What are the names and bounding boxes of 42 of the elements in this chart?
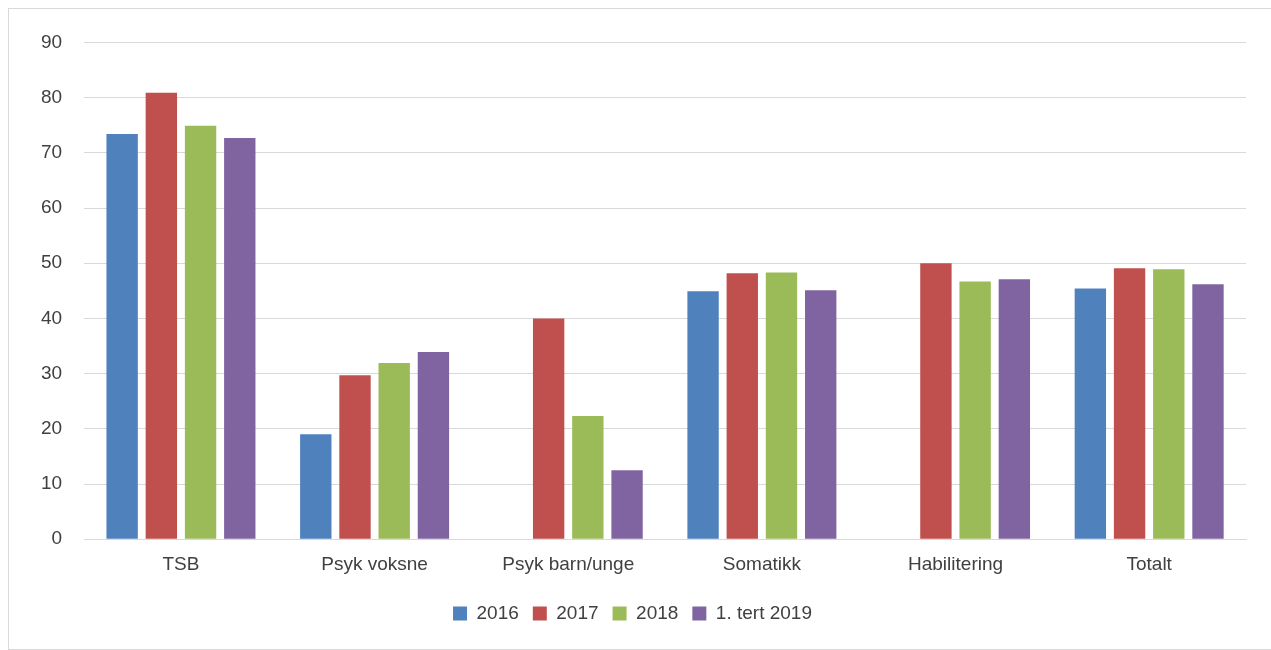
y-tick-label: 90: [40, 30, 63, 52]
x-tick-label: Psyk barn/unge: [502, 552, 635, 574]
bar: [1113, 268, 1146, 539]
x-tick-label: Psyk voksne: [321, 552, 428, 574]
legend-label: 1. tert 2019: [715, 601, 812, 623]
y-tick-label: 10: [40, 472, 63, 494]
bar: [300, 434, 332, 539]
legend-label: 2018: [636, 601, 679, 623]
y-tick-label: 50: [40, 251, 63, 273]
bar: [687, 291, 719, 539]
bar: [998, 279, 1031, 539]
y-tick-label: 0: [51, 527, 63, 549]
bar: [224, 137, 256, 539]
x-tick-label: Habilitering: [908, 552, 1004, 574]
bar: [1192, 284, 1224, 539]
y-tick-label: 40: [40, 306, 63, 328]
bar: [145, 92, 178, 539]
x-tick-label: Totalt: [1126, 552, 1173, 574]
bar: [184, 125, 217, 539]
legend-label: 2017: [556, 601, 599, 623]
x-tick-label: Somatikk: [722, 552, 802, 574]
bar: [532, 318, 565, 539]
bar: [805, 290, 837, 539]
bar: [339, 375, 371, 539]
bar: [1153, 269, 1185, 539]
bar: [1074, 288, 1107, 539]
x-tick-label: TSB: [162, 552, 200, 574]
bar: [417, 352, 450, 539]
bar: [378, 363, 410, 539]
y-tick-label: 60: [40, 196, 63, 218]
bar: [920, 263, 952, 539]
bar: [106, 134, 138, 539]
bar: [959, 281, 991, 539]
y-tick-label: 70: [40, 141, 63, 163]
bar: [572, 416, 604, 539]
y-tick-label: 20: [40, 417, 63, 439]
bar: [765, 272, 798, 539]
bar: [611, 470, 643, 539]
legend-label: 2016: [476, 601, 519, 623]
y-tick-label: 80: [40, 85, 63, 107]
bar: [726, 273, 758, 539]
y-tick-label: 30: [40, 361, 63, 383]
